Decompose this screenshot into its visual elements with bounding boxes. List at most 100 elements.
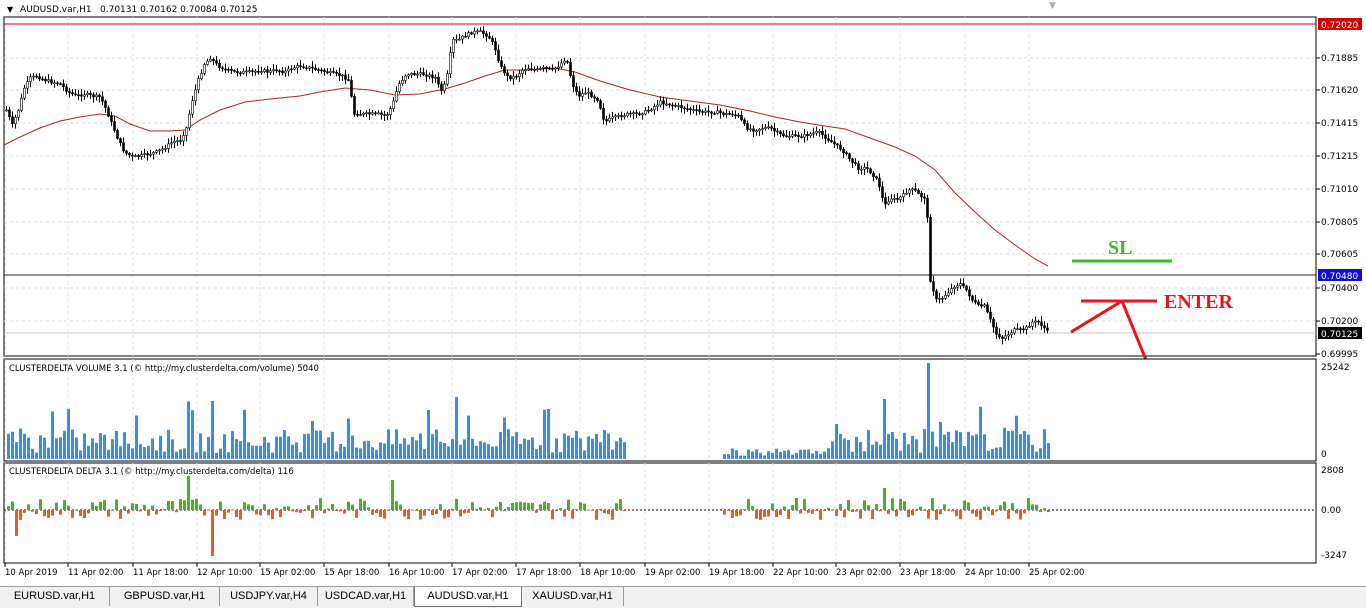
volume-bar — [175, 451, 178, 459]
candle-body — [413, 73, 416, 75]
candle-body — [551, 67, 554, 70]
time-axis[interactable]: 10 Apr 2019 11 Apr 02:00 11 Apr 18:00 12 Ap… — [4, 563, 1084, 578]
chart-collapse-icon[interactable]: ▼ — [7, 5, 14, 14]
candle-body — [68, 91, 71, 93]
delta-bar — [103, 500, 106, 510]
delta-bar — [423, 510, 426, 516]
candle-body — [674, 104, 677, 107]
candle-body — [170, 142, 173, 145]
delta-bar — [215, 510, 218, 516]
candle-body — [47, 79, 50, 82]
candle-body — [662, 100, 665, 105]
delta-bar — [871, 510, 874, 520]
candle-body — [818, 131, 821, 133]
candle-body — [707, 110, 710, 113]
volume-bar — [303, 434, 306, 459]
volume-bar — [511, 436, 514, 459]
delta-bar — [723, 510, 726, 515]
volume-bar — [367, 440, 370, 459]
candle-body — [377, 112, 380, 115]
candle-body — [995, 326, 998, 335]
candle-body — [704, 110, 707, 113]
candle-body — [179, 140, 182, 142]
symbol-tab[interactable]: GBPUSD.var,H1 — [110, 587, 220, 606]
volume-panel[interactable]: CLUSTERDELTA VOLUME 3.1 (© http://my.clu… — [3, 358, 1317, 462]
delta-bar — [91, 502, 94, 510]
candle-body — [1004, 335, 1007, 339]
delta-bar — [67, 505, 70, 510]
candle-body — [785, 135, 788, 138]
volume-bar — [895, 438, 898, 459]
candle-body — [44, 78, 47, 82]
delta-bar — [339, 510, 342, 512]
delta-bar — [911, 510, 914, 516]
candle-body — [572, 75, 575, 88]
time-tick-label: 23 Apr 02:00 — [836, 568, 891, 578]
volume-bar — [227, 452, 230, 459]
price-axis[interactable]: 0.71885 0.71620 0.71415 0.71215 0.71010 0.708… — [1316, 54, 1358, 360]
volume-bar — [467, 415, 470, 459]
delta-bar — [623, 510, 626, 512]
candle-body — [41, 78, 44, 81]
candle-body — [431, 74, 434, 79]
candle-body — [131, 154, 134, 157]
delta-bar — [443, 510, 446, 519]
price-panel[interactable]: ▼ AUDUSD.var,H1 0.70131 0.70162 0.70084 … — [3, 1, 1317, 386]
delta-bar — [187, 476, 190, 510]
symbol-tab[interactable]: AUDUSD.var,H1 — [414, 587, 522, 607]
candle-body — [257, 70, 260, 73]
candle-body — [299, 65, 302, 68]
volume-bar — [95, 442, 98, 459]
candle-body — [845, 152, 848, 155]
candle-body — [944, 295, 947, 299]
candle-body — [470, 32, 473, 35]
candle-body — [941, 297, 944, 300]
volume-bar — [455, 397, 458, 459]
volume-bar — [371, 447, 374, 459]
candle-body — [629, 112, 632, 115]
delta-bar — [447, 510, 450, 518]
volume-bar — [823, 451, 826, 459]
candle-body — [521, 69, 524, 74]
volume-bar — [567, 435, 570, 459]
candle-body — [860, 168, 863, 171]
delta-bar — [499, 501, 502, 510]
volume-bar — [727, 454, 730, 459]
symbol-tab[interactable]: XAUUSD.var,H1 — [522, 587, 624, 606]
delta-panel[interactable]: CLUSTERDELTA DELTA 3.1 (© http://my.clus… — [3, 462, 1317, 564]
candle-body — [425, 74, 428, 77]
volume-bar — [815, 450, 818, 459]
delta-bar — [219, 501, 222, 510]
candle-body — [1001, 336, 1004, 339]
volume-bar — [527, 439, 530, 459]
delta-bar — [587, 509, 590, 511]
delta-bar — [147, 510, 150, 516]
candle-body — [761, 128, 764, 130]
volume-bar — [195, 452, 198, 459]
volume-bar — [167, 429, 170, 459]
volume-bar — [783, 450, 786, 459]
delta-bar — [55, 502, 58, 510]
volume-bar — [963, 446, 966, 459]
delta-bar — [935, 510, 938, 520]
candle-body — [212, 59, 215, 61]
volume-bar — [255, 445, 258, 459]
time-tick-label: 19 Apr 18:00 — [709, 568, 764, 578]
candle-body — [791, 134, 794, 137]
candle-body — [599, 100, 602, 109]
symbol-tab[interactable]: USDJPY.var,H4 — [220, 587, 318, 606]
delta-bar — [115, 499, 118, 510]
symbol-tab[interactable]: EURUSD.var,H1 — [0, 587, 110, 606]
delta-bar — [579, 502, 582, 510]
delta-bar — [511, 503, 514, 510]
volume-bar — [891, 432, 894, 459]
volume-bar — [471, 438, 474, 459]
candle-body — [224, 68, 227, 71]
time-tick-label: 15 Apr 18:00 — [324, 568, 379, 578]
volume-bar — [911, 435, 914, 459]
candle-body — [83, 94, 86, 97]
symbol-tab[interactable]: USDCAD.var,H1 — [318, 587, 414, 606]
delta-bar — [819, 510, 822, 520]
candle-body — [230, 68, 233, 71]
candle-body — [650, 109, 653, 112]
